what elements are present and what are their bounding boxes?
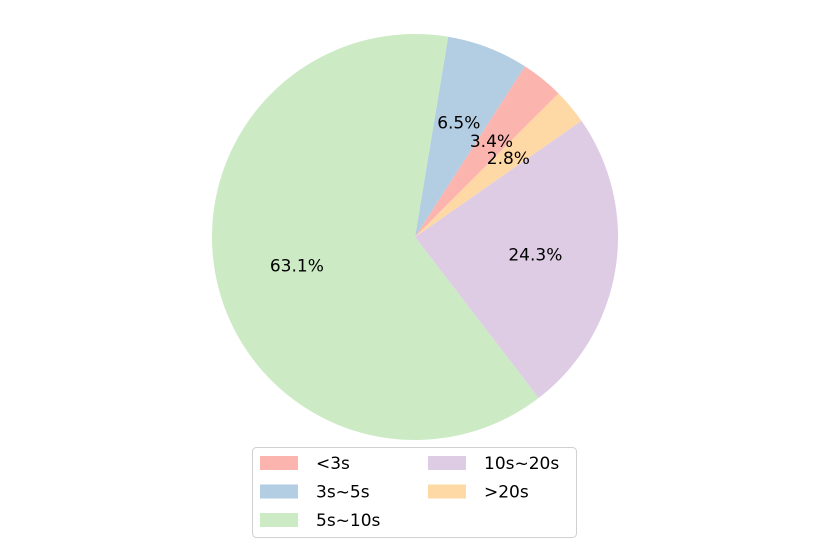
legend-box [252,447,577,538]
legend-swatch [428,456,466,470]
slice-label: 2.8% [487,149,530,169]
slice-label: 24.3% [508,246,562,266]
legend-swatch [260,456,298,470]
slice-label: 63.1% [270,257,324,277]
slice-label: 3.4% [470,132,513,152]
pie-slice [415,36,525,237]
pie-slice [211,34,539,441]
legend-label: <3s [316,454,350,474]
legend-swatch [260,513,298,527]
legend-swatch [428,484,466,499]
legend-label: 5s~10s [316,511,381,531]
slice-label: 6.5% [437,113,480,133]
legend-label: 3s~5s [316,483,370,503]
legend-label: 10s~20s [484,454,559,474]
legend-swatch [260,484,298,499]
pie-slice [415,66,559,237]
pie-slice [415,120,618,398]
pie-slice [415,93,582,237]
legend-label: >20s [484,483,529,503]
